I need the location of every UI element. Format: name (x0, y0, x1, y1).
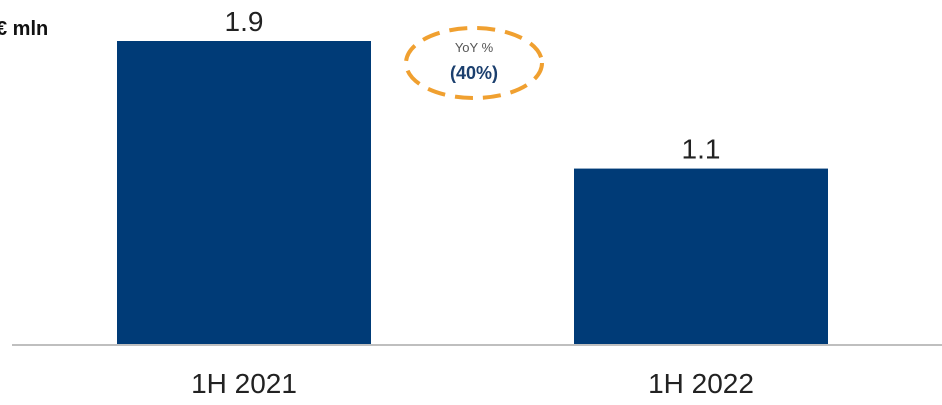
bar-value-label: 1.1 (682, 134, 721, 165)
yoy-callout: YoY % (40%) (404, 26, 544, 100)
bar-1h-2021 (117, 41, 371, 344)
yoy-callout-border (404, 26, 544, 100)
bar-1h-2022 (574, 168, 828, 344)
x-tick-labels: 1H 2021 1H 2022 (191, 368, 754, 399)
x-tick-label: 1H 2022 (648, 368, 754, 399)
yoy-callout-title: YoY % (455, 40, 494, 55)
x-tick-label: 1H 2021 (191, 368, 297, 399)
bar-value-label: 1.9 (225, 6, 264, 37)
yoy-callout-value: (40%) (450, 63, 498, 83)
y-axis-label: € mln (0, 18, 48, 40)
bars: 1.9 1.1 (117, 6, 828, 344)
